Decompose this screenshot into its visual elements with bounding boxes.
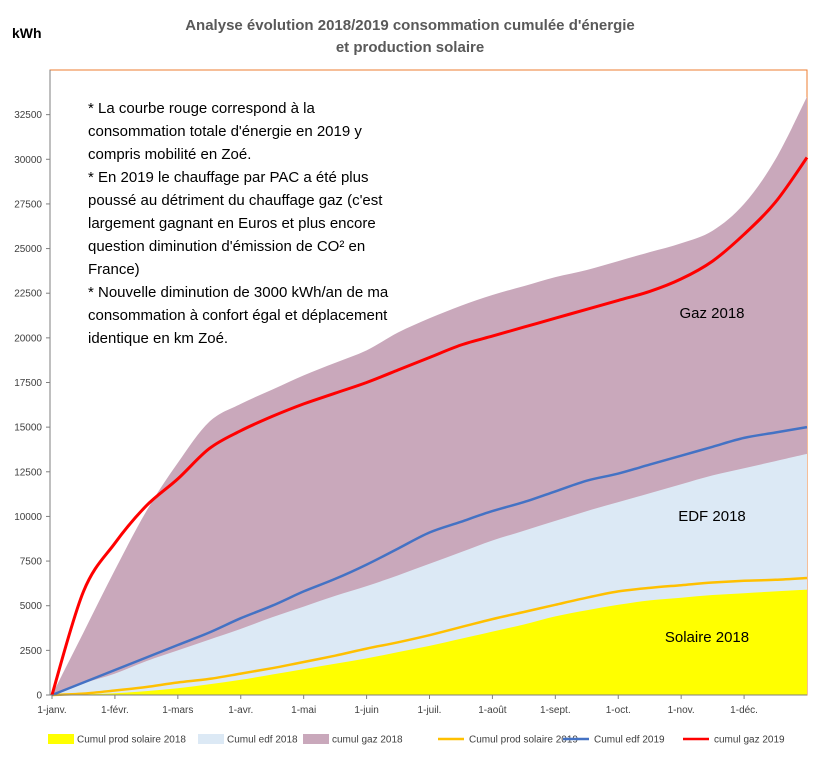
y-tick-label: 17500 <box>14 378 42 389</box>
y-tick-label: 10000 <box>14 512 42 523</box>
annotation-line-6: largement gagnant en Euros et plus encor… <box>88 215 376 232</box>
y-tick-label: 20000 <box>14 333 42 344</box>
y-tick-label: 12500 <box>14 467 42 478</box>
annotation-line-3: compris mobilité en Zoé. <box>88 146 251 163</box>
annotation-line-9: * Nouvelle diminution de 3000 kWh/an de … <box>88 284 389 301</box>
annotation-line-1: * La courbe rouge correspond à la <box>88 100 315 117</box>
x-tick-label: 1-juil. <box>418 705 442 716</box>
y-tick-label: 0 <box>36 691 42 702</box>
x-tick-label: 1-mai <box>291 705 316 716</box>
y-axis-label: kWh <box>12 25 42 41</box>
y-tick-label: 15000 <box>14 423 42 434</box>
x-tick-label: 1-août <box>478 705 507 716</box>
line-cumul-prod-solaire-2019 <box>51 576 808 697</box>
x-tick-label: 1-avr. <box>228 705 253 716</box>
x-tick-label: 1-sept. <box>540 705 571 716</box>
line-cumul-edf-2019 <box>51 425 808 697</box>
area-series <box>52 96 807 696</box>
legend-label: Cumul prod solaire 2019 <box>469 735 578 746</box>
legend-item-cumul-edf-2018: Cumul edf 2018 <box>198 734 298 746</box>
annotation-line-4: * En 2019 le chauffage par PAC a été plu… <box>88 169 368 186</box>
line-series <box>50 156 809 697</box>
annotation-text: * La courbe rouge correspond à la consom… <box>88 100 389 347</box>
y-tick-label: 5000 <box>20 601 43 612</box>
x-tick-label: 1-févr. <box>101 705 129 716</box>
legend-label: Cumul prod solaire 2018 <box>77 735 186 746</box>
area-cumul-prod-solaire-2018 <box>52 589 807 695</box>
legend-item-cumul-gaz-2018: cumul gaz 2018 <box>303 734 403 746</box>
x-tick-label: 1-mars <box>162 705 193 716</box>
annotation-line-5: poussé au détriment du chauffage gaz (c'… <box>88 192 383 209</box>
legend-item-cumul-edf-2019: Cumul edf 2019 <box>563 735 665 746</box>
y-tick-label: 25000 <box>14 244 42 255</box>
area-label-gaz-2018: Gaz 2018 <box>679 305 744 322</box>
legend: Cumul prod solaire 2018 Cumul edf 2018 cum… <box>48 734 785 746</box>
area-label-edf-2018: EDF 2018 <box>678 508 746 525</box>
legend-item-cumul-prod-solaire-2018: Cumul prod solaire 2018 <box>48 734 186 746</box>
legend-item-cumul-prod-solaire-2019: Cumul prod solaire 2019 <box>438 735 578 746</box>
area-label-solaire-2018: Solaire 2018 <box>665 629 749 646</box>
y-tick-label: 32500 <box>14 110 42 121</box>
x-axis: 1-janv. 1-févr. 1-mars 1-avr. 1-mai 1-juin 1-j… <box>37 694 807 716</box>
legend-item-cumul-gaz-2019: cumul gaz 2019 <box>683 735 785 746</box>
chart-title-line-1: Analyse évolution 2018/2019 consommation… <box>185 17 635 34</box>
legend-swatch <box>303 734 329 744</box>
annotation-line-2: consommation totale d'énergie en 2019 y <box>88 123 362 140</box>
legend-swatch <box>48 734 74 744</box>
annotation-line-8: France) <box>88 261 140 278</box>
y-tick-label: 7500 <box>20 557 43 568</box>
x-tick-label: 1-juin <box>354 705 378 716</box>
y-tick-label: 27500 <box>14 199 42 210</box>
y-tick-label: 2500 <box>20 646 43 657</box>
x-tick-label: 1-janv. <box>37 705 66 716</box>
legend-label: Cumul edf 2018 <box>227 735 298 746</box>
y-tick-label: 30000 <box>14 155 42 166</box>
legend-swatch <box>198 734 224 744</box>
legend-label: cumul gaz 2019 <box>714 735 785 746</box>
legend-label: cumul gaz 2018 <box>332 735 403 746</box>
x-tick-label: 1-déc. <box>730 705 758 716</box>
annotation-line-7: question diminution d'émission de CO² en <box>88 238 365 255</box>
y-tick-label: 22500 <box>14 289 42 300</box>
chart-title-line-2: et production solaire <box>336 39 484 56</box>
line-cumul-gaz-2019 <box>50 156 809 696</box>
annotation-line-11: identique en km Zoé. <box>88 330 228 347</box>
y-axis: 0 2500 5000 7500 10000 12500 15000 17500 20000 22… <box>14 70 51 702</box>
annotation-line-10: consommation à confort égal et déplaceme… <box>88 307 388 324</box>
legend-label: Cumul edf 2019 <box>594 735 665 746</box>
x-tick-label: 1-oct. <box>606 705 631 716</box>
x-tick-label: 1-nov. <box>668 705 695 716</box>
